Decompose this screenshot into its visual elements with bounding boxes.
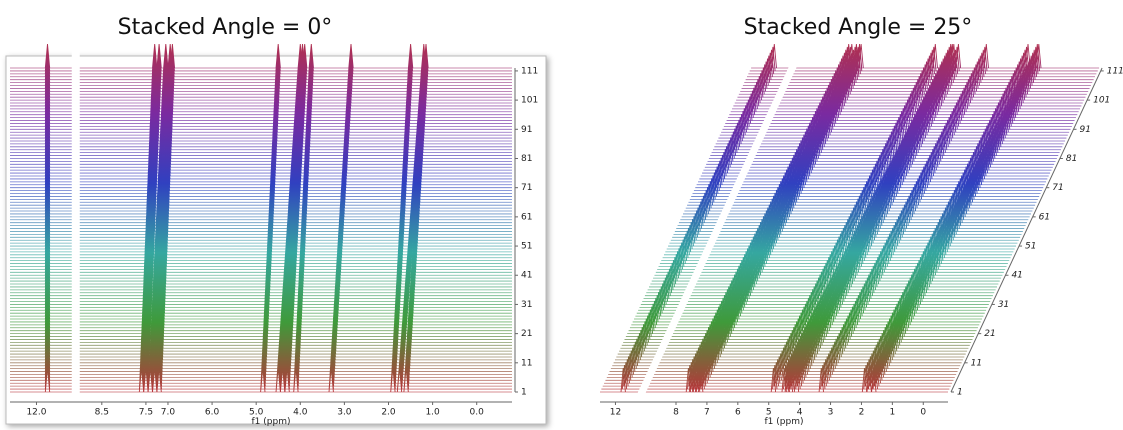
y-tick-label: 91 (521, 125, 532, 135)
peak-trace (818, 43, 989, 393)
x-tick-label: 0.0 (470, 408, 485, 418)
y-tick-label: 81 (521, 154, 532, 164)
y-tick-label: 31 (998, 300, 1009, 310)
y-tick-label: 41 (1011, 271, 1022, 281)
peak-trace (698, 43, 864, 393)
y-tick-label: 81 (1066, 154, 1077, 164)
peak-trace (143, 43, 162, 393)
peak-trace (293, 43, 314, 393)
x-tick-label: 12 (610, 408, 621, 418)
x-tick-label: 1.0 (425, 408, 440, 418)
peak-trace (685, 43, 852, 393)
peak-trace (403, 43, 429, 393)
peak-trace (620, 43, 777, 393)
peak-trace (861, 43, 1031, 393)
peak-trace (284, 43, 308, 393)
peak-trace (328, 43, 354, 393)
x-tick-label: 2.0 (381, 408, 396, 418)
y-tick-label: 11 (971, 358, 982, 368)
peak-trace (275, 43, 303, 393)
x-axis-title: f1 (ppm) (765, 417, 804, 427)
peak-trace (156, 43, 176, 393)
x-tick-label: 7.0 (161, 408, 176, 418)
peak-trace (279, 43, 306, 393)
x-tick-label: 6 (735, 408, 741, 418)
y-tick-label: 71 (521, 183, 532, 193)
y-tick-label: 101 (1093, 96, 1110, 106)
x-tick-label: 7.5 (139, 408, 153, 418)
y-tick-label: 21 (984, 329, 995, 339)
x-tick-label: 6.0 (205, 408, 220, 418)
y-tick-label: 1 (957, 388, 963, 398)
peak-trace (784, 43, 955, 393)
x-tick-label: 1 (889, 408, 895, 418)
peak-trace (44, 43, 51, 393)
peak-trace (770, 43, 938, 393)
x-tick-label: 8 (673, 408, 679, 418)
peak-trace (871, 43, 1042, 393)
x-tick-label: 5 (766, 408, 772, 418)
plot: 12.0 8.5 7.5 7.0 6.0 5.0 4.0 3.0 2.0 1.0 0.0 f1 (pp… (10, 43, 538, 427)
x-tick-label: 4.0 (293, 408, 308, 418)
chart-title: Stacked Angle = 25° (744, 15, 973, 40)
x-tick-label: 2 (859, 408, 865, 418)
y-tick-label: 111 (1107, 66, 1123, 76)
y-tick-label: 61 (1039, 212, 1050, 222)
y-tick-label: 71 (1052, 183, 1063, 193)
x-tick-label: 8.5 (95, 408, 109, 418)
peak-trace (396, 43, 427, 393)
y-tick-label: 61 (521, 212, 532, 222)
x-tick-label: 0 (920, 408, 926, 418)
peak-trace (390, 43, 414, 393)
peak-trace (787, 43, 957, 393)
peak-trace (793, 43, 962, 393)
x-tick-label: 7 (704, 408, 710, 418)
axis-break (637, 44, 808, 394)
peak-trace (138, 43, 158, 393)
y-tick-label: 111 (521, 66, 538, 76)
y-tick-label: 51 (1025, 242, 1036, 252)
peak-trace (152, 43, 173, 393)
y-tick-label: 21 (521, 329, 532, 339)
y-tick-label: 91 (1080, 125, 1091, 135)
x-tick-label: 3 (828, 408, 834, 418)
y-tick-label: 41 (521, 271, 532, 281)
y-tick-label: 51 (521, 242, 532, 252)
chart-title: Stacked Angle = 0° (118, 15, 333, 40)
y-axis (950, 67, 1103, 393)
peak-trace (694, 43, 863, 393)
peak-trace (781, 43, 954, 393)
axis-break (71, 44, 80, 394)
peak-trace (688, 43, 855, 393)
y-tick-label: 101 (521, 96, 538, 106)
x-tick-label: 5.0 (249, 408, 264, 418)
peak-trace (260, 43, 281, 393)
x-tick-label: 3.0 (337, 408, 352, 418)
y-tick-label: 11 (521, 358, 532, 368)
peak-trace (866, 43, 1040, 393)
x-tick-label: 12.0 (26, 408, 46, 418)
plot: 12 8 7 6 5 4 3 2 1 0f1 (ppm)111213141516171819110… (600, 43, 1123, 427)
peak-trace (691, 43, 860, 393)
y-tick-label: 31 (521, 300, 532, 310)
y-tick-label: 1 (521, 388, 527, 398)
x-tick-label: 4 (797, 408, 803, 418)
x-axis-title: f1 (ppm) (252, 417, 291, 427)
peak-trace (147, 43, 169, 393)
